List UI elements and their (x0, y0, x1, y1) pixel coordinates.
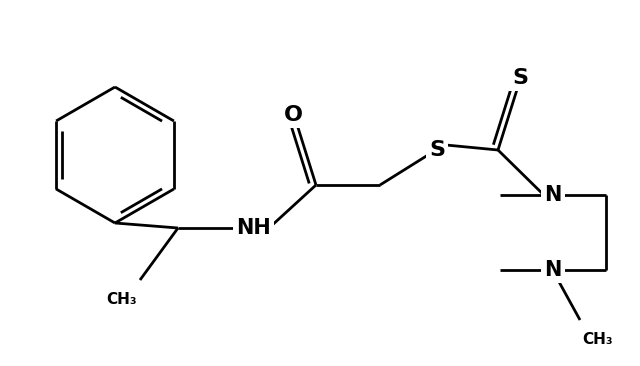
Text: N: N (544, 185, 562, 205)
Text: N: N (544, 260, 562, 280)
Text: S: S (512, 68, 528, 88)
Text: CH₃: CH₃ (582, 332, 612, 347)
Text: O: O (284, 105, 303, 125)
Text: NH: NH (236, 218, 270, 238)
Text: S: S (429, 140, 445, 160)
Text: CH₃: CH₃ (106, 292, 137, 307)
